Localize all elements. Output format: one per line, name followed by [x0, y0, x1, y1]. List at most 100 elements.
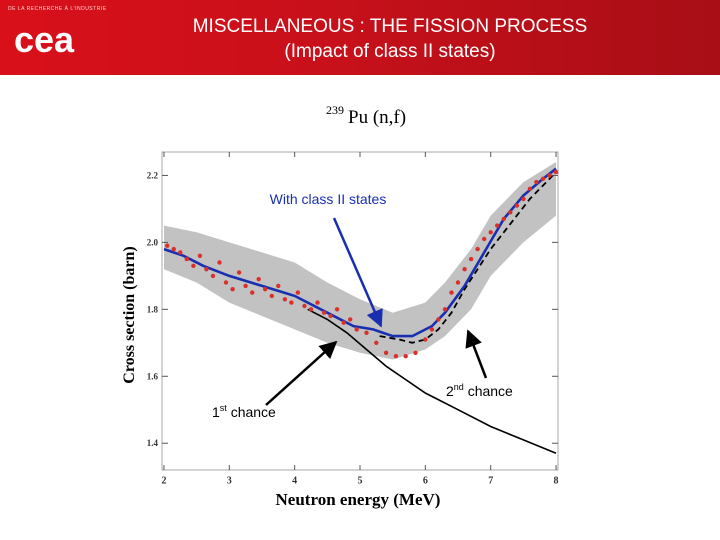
second-chance-pre: 2: [446, 383, 454, 399]
title-line-2: (Impact of class II states): [284, 41, 496, 62]
data-point: [475, 246, 480, 252]
data-point: [171, 246, 176, 252]
data-point: [468, 256, 474, 262]
data-point: [243, 283, 248, 289]
uncertainty-band: [164, 162, 556, 360]
first-chance-sup: st: [220, 403, 228, 413]
data-point: [553, 169, 559, 175]
x-tick-label: 8: [554, 475, 559, 486]
data-point: [429, 327, 435, 332]
data-point: [364, 330, 369, 335]
data-point: [302, 303, 307, 309]
data-point: [295, 290, 301, 295]
data-point: [348, 317, 353, 322]
data-point: [236, 270, 242, 275]
y-tick-label: 2.2: [147, 170, 159, 180]
y-tick-label: 1.4: [147, 438, 159, 448]
data-point: [263, 287, 268, 292]
data-point: [223, 280, 229, 285]
data-point: [276, 283, 281, 289]
second-chance-post: chance: [464, 383, 513, 399]
data-point: [230, 287, 235, 292]
data-point: [197, 253, 203, 258]
chart-title: Pu (n,f): [348, 107, 406, 128]
data-point: [341, 320, 346, 325]
x-tick-label: 3: [227, 475, 232, 486]
data-point: [308, 307, 314, 312]
data-point: [269, 293, 274, 299]
data-point: [178, 250, 183, 255]
data-point: [354, 327, 359, 332]
x-tick-label: 2: [161, 475, 166, 486]
data-point: [217, 260, 222, 265]
data-point: [328, 313, 333, 319]
data-point: [482, 236, 487, 242]
data-point: [250, 290, 255, 295]
data-point: [462, 267, 467, 272]
second-chance-sup: nd: [454, 382, 464, 392]
data-point: [534, 179, 539, 185]
data-point: [184, 256, 189, 262]
cea-logo[interactable]: DE LA RECHERCHE À L'INDUSTRIE cea: [8, 6, 118, 66]
data-point: [436, 317, 441, 322]
data-point: [383, 350, 389, 355]
x-tick-label: 5: [358, 475, 363, 486]
chart-title-superscript: 239: [326, 103, 344, 117]
data-point: [442, 307, 448, 312]
data-point: [393, 354, 399, 359]
data-point: [495, 223, 500, 228]
data-point: [256, 277, 261, 282]
data-point: [191, 263, 196, 268]
title-line-1: MISCELLANEOUS : THE FISSION PROCESS: [192, 16, 588, 37]
data-point: [315, 300, 320, 305]
point-layer: [165, 169, 559, 359]
y-tick-label: 2.0: [147, 237, 159, 247]
annotation-class2: With class II states: [270, 191, 387, 207]
data-point: [508, 210, 513, 215]
data-point: [321, 310, 327, 315]
x-tick-label: 7: [488, 475, 493, 486]
x-axis-label: Neutron energy (MeV): [276, 490, 441, 509]
data-point: [282, 297, 288, 302]
data-point: [289, 300, 294, 305]
data-point: [521, 196, 526, 202]
arrow-second-chance: [465, 329, 488, 379]
series-second-chance-curve: [379, 171, 557, 344]
header-banner: DE LA RECHERCHE À L'INDUSTRIE cea MISCEL…: [0, 0, 720, 75]
cea-logo-mark-icon: cea: [14, 20, 75, 60]
data-point: [403, 354, 408, 359]
data-point: [413, 350, 418, 355]
data-point: [165, 243, 170, 248]
annotation-second-chance: 2nd chance: [446, 382, 513, 399]
data-point: [540, 176, 546, 181]
logo-text: cea: [14, 20, 75, 60]
x-tick-label: 4: [292, 475, 297, 486]
annotation-first-chance: 1st chance: [212, 403, 276, 420]
x-tick-label: 6: [423, 475, 428, 486]
logo-tagline: DE LA RECHERCHE À L'INDUSTRIE: [8, 6, 107, 12]
data-point: [455, 280, 461, 285]
data-point: [449, 290, 454, 295]
data-point: [334, 307, 340, 312]
first-chance-pre: 1: [212, 404, 220, 420]
data-point: [547, 173, 552, 178]
data-point: [204, 267, 209, 272]
first-chance-post: chance: [227, 404, 276, 420]
data-point: [501, 216, 506, 222]
y-tick-label: 1.8: [147, 304, 159, 314]
data-point: [374, 340, 379, 345]
arrow-first-chance: [265, 340, 338, 406]
arrow-class2: [332, 217, 383, 328]
y-tick-label: 1.6: [147, 371, 159, 381]
data-point: [423, 337, 428, 342]
data-point: [488, 230, 493, 235]
tick-layer: 2 3 4 5 6 7 8 1.4 1.6 1.8 2.0 2.2: [147, 152, 559, 486]
data-point: [514, 203, 519, 208]
data-point: [210, 273, 216, 279]
page-title: MISCELLANEOUS : THE FISSION PROCESS (Imp…: [140, 14, 640, 64]
data-point: [527, 186, 533, 191]
y-axis-label: Cross section (barn): [121, 246, 138, 383]
band-layer: [164, 162, 556, 360]
series-first-chance-curve: [307, 308, 557, 455]
